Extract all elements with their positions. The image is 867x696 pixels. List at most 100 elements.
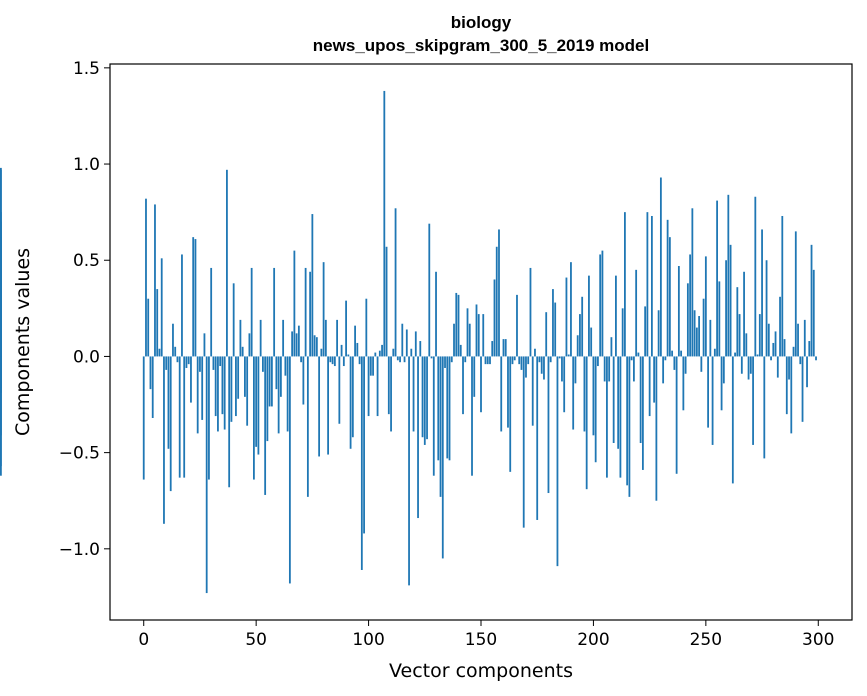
bar (410, 348, 413, 357)
bar (450, 356, 453, 363)
bar (549, 356, 552, 363)
bar (588, 275, 590, 357)
bar (525, 356, 527, 378)
bar (156, 289, 159, 357)
bar (653, 356, 656, 403)
bar (327, 356, 329, 455)
bar (563, 356, 566, 413)
bar (702, 298, 705, 357)
bar (574, 356, 577, 384)
bar (145, 198, 147, 357)
bar (151, 356, 154, 418)
bar (729, 244, 732, 357)
bar (239, 319, 242, 357)
bar (154, 204, 156, 357)
bar (363, 356, 365, 534)
bar (417, 356, 419, 519)
x-tick-label: 200 (577, 630, 609, 650)
bar (529, 267, 532, 357)
bar (792, 346, 795, 357)
bar (360, 356, 363, 570)
bar (356, 342, 359, 357)
bar (779, 296, 781, 357)
y-tick-label: 0.5 (73, 251, 100, 271)
bar (309, 271, 312, 357)
bar (666, 219, 669, 357)
bar (201, 356, 204, 420)
bar (358, 356, 361, 365)
bar (376, 356, 379, 417)
bar (754, 196, 757, 357)
bar (745, 333, 748, 357)
bar (378, 350, 381, 357)
bar (167, 356, 170, 449)
bar (763, 356, 766, 459)
bar (736, 287, 739, 357)
bar (313, 335, 316, 357)
bar (466, 308, 469, 357)
bar (758, 314, 761, 357)
bar (716, 200, 718, 357)
bar (223, 356, 226, 430)
bar (282, 319, 285, 357)
bar (686, 283, 689, 357)
bar (540, 356, 543, 374)
bar (691, 208, 694, 357)
bar (725, 260, 727, 357)
bar (662, 356, 665, 384)
bar (657, 310, 660, 357)
bar (547, 356, 550, 494)
bar (538, 356, 541, 363)
bar (718, 281, 721, 357)
bar (675, 356, 678, 474)
bar (408, 356, 410, 586)
bar (700, 356, 703, 372)
bar (648, 356, 651, 417)
bar (275, 356, 278, 390)
bar (374, 352, 377, 357)
bar (250, 267, 253, 357)
bar (396, 356, 399, 361)
bar (306, 356, 309, 497)
bar (248, 333, 251, 357)
bar (219, 356, 222, 367)
bar (347, 354, 350, 357)
bar (495, 246, 498, 357)
bar (270, 356, 273, 407)
bar (617, 356, 620, 449)
bar (752, 356, 754, 445)
bar (749, 356, 752, 374)
bar (797, 323, 799, 357)
x-axis-ticks: 0 50 100 150 200 250 300 (138, 620, 834, 650)
bar (426, 356, 428, 440)
bar (158, 348, 161, 357)
bar (815, 356, 817, 361)
bar (181, 254, 183, 357)
bar (340, 344, 343, 357)
bar (241, 346, 244, 357)
bar (720, 356, 723, 411)
bar (664, 356, 667, 361)
bar (210, 267, 213, 357)
bar (711, 356, 714, 445)
bar (713, 348, 716, 357)
bar (498, 229, 500, 357)
bar (392, 348, 395, 357)
bar (462, 356, 464, 415)
bar (369, 356, 372, 376)
bar (507, 356, 509, 428)
bar (304, 267, 307, 357)
bar (262, 356, 264, 372)
bar (477, 314, 480, 357)
bar (165, 356, 168, 370)
bar (0, 356, 2, 467)
bar (320, 348, 323, 357)
bar (365, 298, 368, 357)
bar (394, 208, 397, 357)
bar (770, 356, 772, 361)
bar (774, 331, 777, 357)
bar (169, 356, 172, 492)
bar (448, 356, 451, 461)
bar (624, 212, 626, 357)
